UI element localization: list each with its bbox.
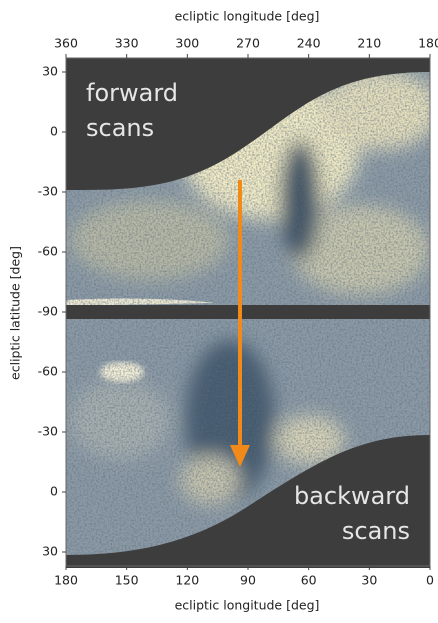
x-tick-label: 90 [240, 573, 256, 588]
x-tick-label: 30 [361, 573, 377, 588]
y-tick-label: 0 [50, 484, 58, 499]
y-tick-label: -60 [38, 244, 58, 259]
x-tick-label: 300 [175, 36, 199, 51]
y-tick-label: -30 [38, 184, 58, 199]
y-tick-label: 30 [42, 64, 58, 79]
x-tick-label: 270 [236, 36, 260, 51]
y-tick-label: -90 [38, 304, 58, 319]
x-tick-label: 330 [115, 36, 139, 51]
annotation: backward [294, 482, 410, 510]
x-tick-label: 0 [426, 573, 434, 588]
y-tick-label: -60 [38, 364, 58, 379]
x-tick-label: 180 [418, 36, 438, 51]
annotation: scans [342, 517, 410, 545]
y-tick-label: 0 [50, 124, 58, 139]
annotation: forward [86, 79, 178, 107]
x-tick-label: 210 [357, 36, 381, 51]
y-tick-label: -30 [38, 424, 58, 439]
x-tick-label: 120 [175, 573, 199, 588]
x-axis-title: ecliptic longitude [deg] [175, 598, 320, 613]
annotation: scans [86, 114, 154, 142]
x-tick-label: 360 [54, 36, 78, 51]
x-tick-label: 180 [54, 573, 78, 588]
x-tick-label: 150 [115, 573, 139, 588]
y-tick-label: 30 [42, 544, 58, 559]
x-tick-label: 60 [301, 573, 317, 588]
chart: 3603303002702402101801801501209060300300… [0, 0, 438, 619]
x-tick-label: 240 [297, 36, 321, 51]
x-axis-title: ecliptic longitude [deg] [175, 9, 320, 24]
y-axis-title: ecliptic latitude [deg] [8, 246, 23, 380]
